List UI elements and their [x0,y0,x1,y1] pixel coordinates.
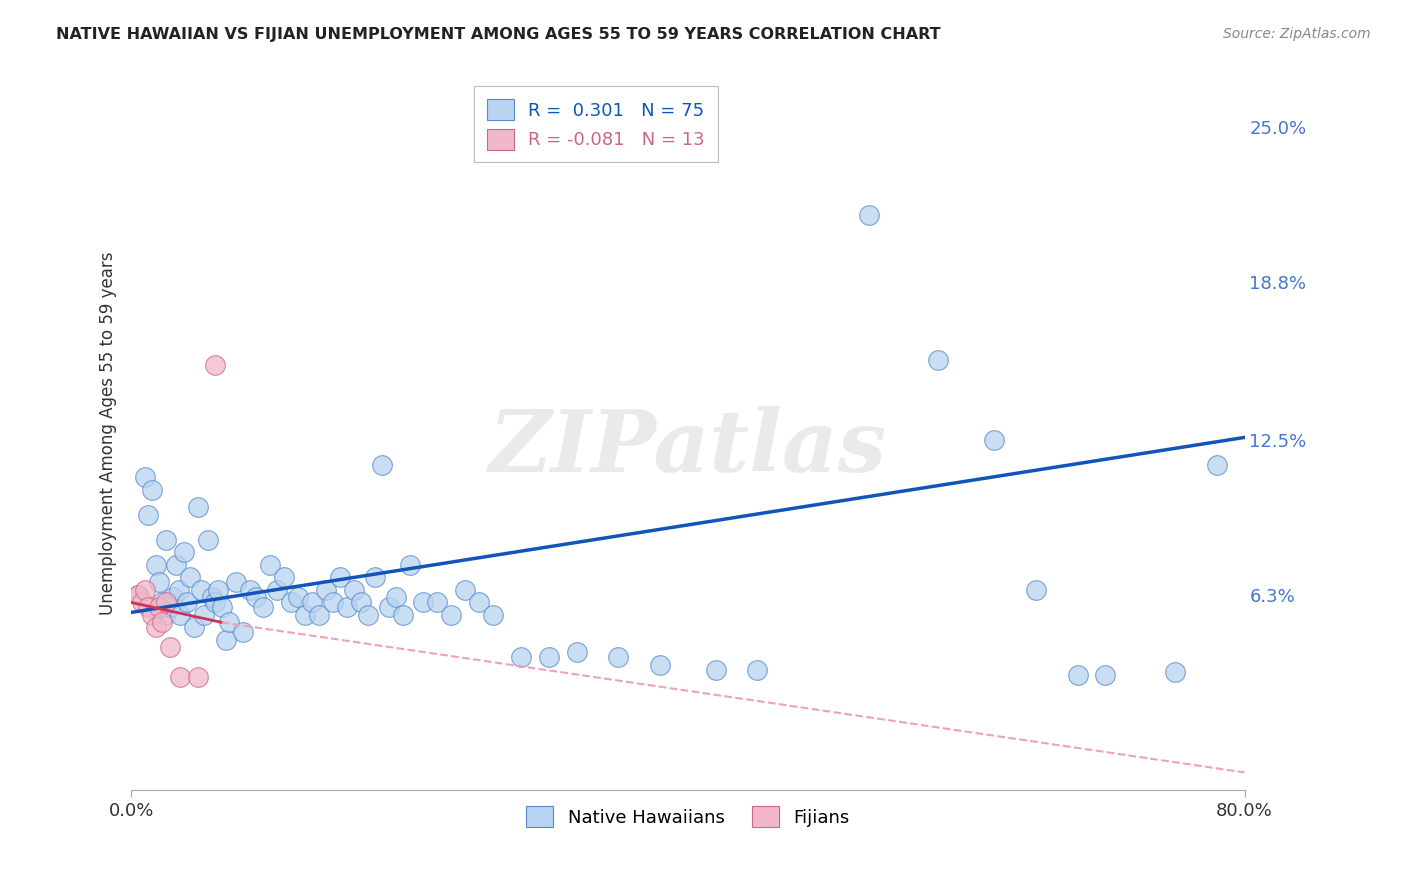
Point [155,533,177,547]
Point [1164,665,1187,680]
Point [169,607,191,622]
Point [193,607,215,622]
Point [204,595,226,609]
Point [343,582,366,597]
Point [145,620,167,634]
Point [150,615,173,630]
Point [136,600,159,615]
Point [187,500,209,515]
Point [127,588,149,602]
Point [232,625,254,640]
Point [150,595,173,609]
Point [176,595,198,609]
Point [148,600,170,615]
Point [238,582,260,597]
Legend: Native Hawaiians, Fijians: Native Hawaiians, Fijians [519,799,856,834]
Point [398,558,420,572]
Point [197,533,219,547]
Point [350,595,373,609]
Point [201,591,224,605]
Point [165,558,187,572]
Point [509,650,531,665]
Y-axis label: Unemployment Among Ages 55 to 59 years: Unemployment Among Ages 55 to 59 years [100,252,117,615]
Point [704,663,727,677]
Point [322,595,344,609]
Point [134,470,156,484]
Point [190,582,212,597]
Point [440,607,463,622]
Point [162,591,184,605]
Point [1025,582,1047,597]
Point [377,600,399,615]
Point [565,645,588,659]
Point [336,600,359,615]
Point [371,458,394,472]
Point [225,575,247,590]
Text: NATIVE HAWAIIAN VS FIJIAN UNEMPLOYMENT AMONG AGES 55 TO 59 YEARS CORRELATION CHA: NATIVE HAWAIIAN VS FIJIAN UNEMPLOYMENT A… [56,27,941,42]
Text: ZIPatlas: ZIPatlas [489,406,887,490]
Point [315,582,337,597]
Point [204,358,226,372]
Point [482,607,505,622]
Point [1205,458,1227,472]
Point [329,570,352,584]
Point [858,208,880,222]
Point [169,670,191,684]
Point [364,570,387,584]
Point [468,595,491,609]
Point [1094,668,1116,682]
Point [266,582,288,597]
Point [273,570,295,584]
Point [1066,668,1088,682]
Point [357,607,380,622]
Point [308,607,330,622]
Point [211,600,233,615]
Point [127,588,149,602]
Point [215,632,238,647]
Point [173,545,195,559]
Point [301,595,323,609]
Point [252,600,274,615]
Text: Source: ZipAtlas.com: Source: ZipAtlas.com [1223,27,1371,41]
Point [607,650,630,665]
Point [391,607,413,622]
Point [537,650,560,665]
Point [259,558,281,572]
Point [648,657,671,672]
Point [183,620,205,634]
Point [145,558,167,572]
Point [207,582,229,597]
Point [159,640,181,655]
Point [159,600,181,615]
Point [153,607,176,622]
Point [245,591,267,605]
Point [384,591,406,605]
Point [454,582,477,597]
Point [294,607,316,622]
Point [287,591,309,605]
Point [280,595,302,609]
Point [136,508,159,522]
Point [167,582,190,597]
Point [134,582,156,597]
Point [155,595,177,609]
Point [747,663,769,677]
Point [426,595,449,609]
Point [218,615,240,630]
Point [412,595,434,609]
Point [187,670,209,684]
Point [983,433,1005,447]
Point [131,595,153,609]
Point [141,483,163,497]
Point [927,353,949,368]
Point [141,607,163,622]
Point [179,570,201,584]
Point [148,575,170,590]
